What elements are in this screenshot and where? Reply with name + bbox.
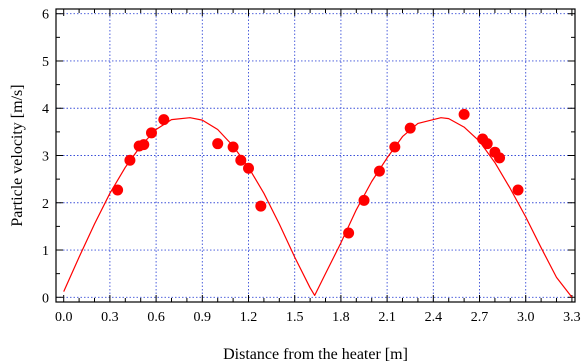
x-tick-label: 2.1 <box>378 310 396 325</box>
data-point <box>227 141 239 153</box>
data-point <box>458 108 470 120</box>
y-tick-label: 5 <box>42 55 49 70</box>
plot-frame <box>55 8 576 303</box>
x-tick-label: 0.3 <box>101 310 119 325</box>
x-tick-label: 0.6 <box>147 310 165 325</box>
data-point <box>343 227 355 239</box>
x-tick-label: 3.3 <box>563 310 581 325</box>
x-tick-label: 3.0 <box>517 310 535 325</box>
data-point <box>243 162 255 174</box>
data-point <box>373 165 385 177</box>
data-point <box>145 127 157 139</box>
y-tick-label: 2 <box>42 197 49 212</box>
data-point <box>404 122 416 134</box>
x-axis-label: Distance from the heater [m] <box>223 346 408 363</box>
data-point <box>158 114 170 126</box>
axis-ticks <box>56 9 575 302</box>
x-tick-label: 1.2 <box>240 310 258 325</box>
y-tick-label: 6 <box>42 8 49 23</box>
plot-series <box>63 108 573 298</box>
data-point <box>112 184 124 196</box>
data-point <box>124 154 136 166</box>
data-point <box>235 154 247 166</box>
data-point <box>358 194 370 206</box>
y-axis-label: Particle velocity [m/s] <box>9 84 26 226</box>
x-tick-label: 2.4 <box>425 310 443 325</box>
x-tick-label: 2.7 <box>471 310 489 325</box>
x-tick-label: 1.8 <box>332 310 350 325</box>
data-point <box>512 184 524 196</box>
y-tick-label: 0 <box>42 291 49 306</box>
data-point <box>212 138 224 150</box>
x-tick-label: 1.5 <box>286 310 304 325</box>
y-tick-label: 4 <box>42 102 49 117</box>
data-point <box>481 138 493 150</box>
y-tick-label: 1 <box>42 244 49 259</box>
y-tick-labels: 0 1 2 3 4 5 6 <box>42 8 49 307</box>
x-tick-labels: 0.0 0.3 0.6 0.9 1.2 1.5 1.8 2.1 2.4 2.7 3.0 3.3 <box>55 310 581 325</box>
data-point <box>389 141 401 153</box>
y-tick-label: 3 <box>42 150 49 165</box>
data-point <box>494 152 506 164</box>
x-tick-label: 0.0 <box>55 310 73 325</box>
x-tick-label: 0.9 <box>194 310 212 325</box>
data-point <box>138 139 150 151</box>
grid-lines <box>56 9 575 302</box>
data-point <box>255 200 267 212</box>
